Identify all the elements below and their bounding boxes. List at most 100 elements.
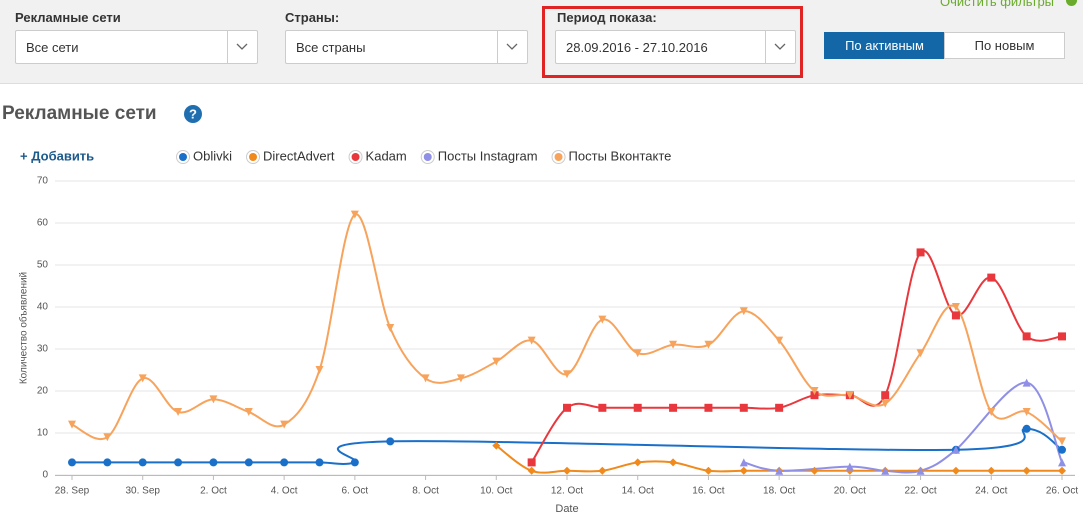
point [1058, 458, 1066, 467]
legend-item[interactable]: Посты Вконтакте [551, 148, 672, 164]
y-tick-label: 50 [37, 260, 49, 271]
x-tick-label: 20. Oct [834, 486, 866, 497]
highlight-box [542, 6, 803, 78]
y-tick-label: 60 [37, 218, 49, 229]
point [350, 458, 359, 467]
x-tick-label: 16. Oct [692, 486, 724, 497]
point [810, 391, 819, 400]
legend-label: Oblivki [193, 148, 232, 163]
x-tick-label: 22. Oct [904, 486, 936, 497]
point [68, 420, 76, 429]
point [103, 458, 112, 467]
x-tick-label: 28. Sep [55, 486, 90, 497]
series-line [71, 213, 1063, 443]
point [563, 370, 571, 379]
point [987, 273, 996, 282]
point [669, 458, 678, 467]
x-tick-label: 14. Oct [622, 486, 654, 497]
select[interactable]: 28.09.2016 - 27.10.2016 [555, 30, 796, 64]
x-tick-label: 10. Oct [480, 486, 512, 497]
select[interactable]: Все сети [15, 30, 258, 64]
point [103, 433, 112, 442]
point [1058, 332, 1066, 341]
point [775, 466, 784, 475]
y-axis-title: Количество объявлений [18, 272, 30, 384]
x-tick-label: 26. Oct [1046, 486, 1078, 497]
y-tick-label: 70 [37, 176, 49, 187]
point [1058, 437, 1066, 446]
point [1022, 332, 1031, 341]
point [775, 336, 784, 345]
point [951, 466, 960, 475]
point [704, 466, 713, 475]
select[interactable]: Все страны [285, 30, 528, 64]
point [775, 403, 784, 412]
point [704, 340, 713, 349]
point [845, 462, 854, 471]
point [280, 420, 289, 429]
point [527, 466, 536, 475]
point [810, 387, 819, 395]
point [209, 458, 218, 467]
filter-label: Рекламные сети [15, 10, 121, 25]
legend-marker [351, 153, 360, 161]
point [1022, 424, 1031, 433]
point [174, 458, 183, 467]
legend-item[interactable]: Kadam [348, 148, 407, 164]
x-tick-label: 6. Oct [342, 486, 369, 497]
filter-label: Страны: [285, 10, 340, 25]
point [916, 349, 925, 358]
y-tick-label: 10 [37, 428, 49, 439]
y-tick-label: 0 [42, 470, 48, 481]
legend-label: Посты Instagram [438, 148, 538, 163]
toggle-button[interactable]: По новым [944, 32, 1065, 59]
x-tick-label: 24. Oct [975, 486, 1007, 497]
y-tick-label: 30 [37, 344, 49, 355]
legend-label: Посты Вконтакте [569, 148, 672, 163]
point [456, 374, 465, 383]
x-tick-label: 18. Oct [763, 486, 795, 497]
point [244, 458, 253, 467]
add-link[interactable]: + Добавить [20, 148, 94, 163]
point [916, 466, 925, 475]
point [1022, 378, 1031, 387]
clear-filters-link[interactable]: Очистить фильтры [940, 0, 1055, 9]
point [244, 408, 253, 416]
point [951, 445, 960, 454]
point [174, 408, 183, 416]
point [315, 458, 324, 467]
point [527, 458, 536, 467]
point [138, 374, 147, 383]
legend-marker [179, 153, 187, 161]
point [598, 403, 607, 412]
legend-item[interactable]: Oblivki [176, 148, 233, 164]
point [563, 466, 571, 475]
help-icon[interactable] [184, 105, 202, 123]
legend-item[interactable]: DirectAdvert [246, 148, 335, 164]
point [492, 441, 501, 450]
point [669, 340, 678, 349]
x-tick-label: 4. Oct [271, 486, 298, 497]
point [138, 458, 147, 467]
select-value: Все сети [26, 40, 79, 55]
point [350, 210, 359, 219]
help-icon-glyph: ? [189, 106, 197, 121]
filter-label: Период показа: [557, 10, 657, 25]
legend-item[interactable]: Посты Instagram [420, 148, 538, 164]
point [1022, 408, 1031, 416]
select-arrow [497, 31, 518, 63]
toggle-button[interactable]: По активным [824, 32, 945, 59]
point [598, 315, 607, 324]
y-tick-label: 40 [37, 302, 49, 313]
clear-icon [1066, 0, 1077, 6]
x-tick-label: 2. Oct [200, 486, 227, 497]
point [315, 366, 324, 374]
point [739, 458, 748, 467]
point [916, 248, 925, 257]
legend-marker [423, 153, 432, 161]
select-arrow [765, 31, 786, 63]
point [209, 395, 218, 404]
point [633, 403, 642, 412]
point [881, 391, 890, 400]
